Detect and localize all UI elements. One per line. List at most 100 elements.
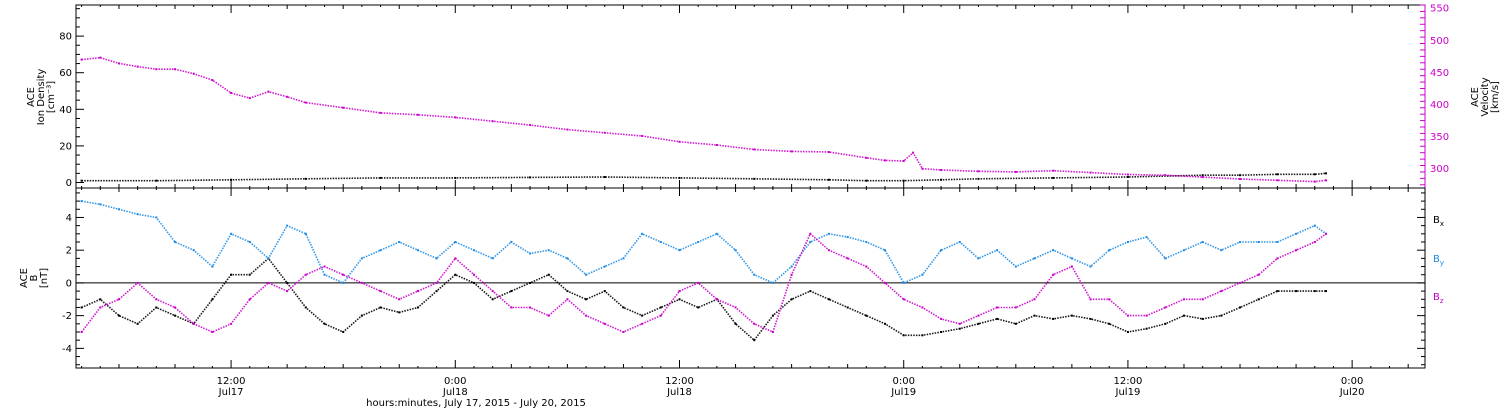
b-field-point xyxy=(827,298,830,301)
b-field-point xyxy=(248,241,251,243)
b-field-point xyxy=(603,322,606,325)
b-field-point xyxy=(342,331,345,333)
velocity-point xyxy=(1014,170,1017,173)
density-point xyxy=(155,179,158,182)
b-field-point xyxy=(715,298,718,301)
b-field-point xyxy=(678,298,681,301)
velocity-tick-label: 550 xyxy=(1430,4,1449,15)
b-field-point xyxy=(398,241,401,243)
density-tick-label: 80 xyxy=(59,32,72,43)
b-field-point xyxy=(753,322,756,325)
b-field-point xyxy=(1145,327,1148,330)
b-field-point xyxy=(1276,241,1279,243)
density-point xyxy=(454,176,457,179)
b-field-point xyxy=(566,298,569,301)
b-tick-label: -4 xyxy=(62,344,72,355)
density-point xyxy=(80,179,83,182)
velocity-point xyxy=(416,113,419,116)
b-field-point xyxy=(454,241,457,243)
density-point xyxy=(230,178,233,181)
b-field-point xyxy=(1239,306,1242,309)
b-field-point xyxy=(1201,298,1204,301)
velocity-point xyxy=(1324,179,1327,182)
b-field-point xyxy=(771,281,774,284)
b-field-point xyxy=(977,257,980,260)
b-field-point xyxy=(1220,314,1223,317)
b-field-point xyxy=(622,331,625,333)
density-point xyxy=(1276,173,1279,176)
b-field-point xyxy=(1070,265,1073,268)
b-field-point xyxy=(230,273,233,276)
b-field-point xyxy=(996,317,999,320)
b-field-point xyxy=(286,224,289,227)
legend-bx: Bx xyxy=(1433,215,1444,228)
b-field-point xyxy=(827,249,830,252)
b-field-point xyxy=(230,322,233,325)
b-field-point xyxy=(1126,331,1129,333)
b-field-point xyxy=(547,314,550,317)
b-field-point xyxy=(1033,257,1036,260)
density-axis-label-line1: ACE xyxy=(26,87,37,107)
b-field-point xyxy=(1239,281,1242,284)
b-field-point xyxy=(1295,232,1298,235)
b-field-point xyxy=(286,290,289,293)
b-field-point xyxy=(585,298,588,301)
b-field-point xyxy=(1324,232,1327,235)
b-field-point xyxy=(921,306,924,309)
velocity-tick-label: 450 xyxy=(1430,68,1449,79)
b-field-point xyxy=(1257,298,1260,301)
density-tick-label: 40 xyxy=(59,105,72,116)
b-field-point xyxy=(491,257,494,260)
b-series xyxy=(80,200,1327,342)
b-field-point xyxy=(827,232,830,235)
density-point xyxy=(603,176,606,179)
b-field-point xyxy=(1324,290,1327,293)
b-field-point xyxy=(1014,306,1017,309)
b-field-point xyxy=(921,273,924,276)
density-tick-label: 20 xyxy=(59,141,72,152)
velocity-point xyxy=(174,68,177,71)
b-field-point xyxy=(1276,257,1279,260)
density-point xyxy=(1201,174,1204,177)
b-field-point xyxy=(192,322,195,325)
b-field-point xyxy=(1052,249,1055,252)
b-field-point xyxy=(80,306,83,309)
b-field-point xyxy=(192,249,195,252)
b-field-point xyxy=(1108,249,1111,252)
b-field-point xyxy=(304,273,307,276)
b-field-point xyxy=(566,257,569,260)
b-field-point xyxy=(342,281,345,284)
legend-bx-subscript: x xyxy=(1440,220,1444,228)
b-field-point xyxy=(1052,273,1055,276)
b-field-point xyxy=(529,281,532,284)
velocity-tick-label: 400 xyxy=(1430,100,1449,111)
b-field-point xyxy=(323,265,326,268)
velocity-point xyxy=(99,56,102,59)
b-field-point xyxy=(529,306,532,309)
density-point xyxy=(1239,174,1242,177)
plasma-series xyxy=(80,56,1327,183)
time-tick-label: 12:00 xyxy=(665,376,694,387)
b-field-point xyxy=(790,273,793,276)
b-field-point xyxy=(902,334,905,337)
b-field-point xyxy=(155,306,158,309)
density-tick-label: 60 xyxy=(59,68,72,79)
legend-by-subscript: y xyxy=(1440,259,1444,267)
velocity-axis-label-line2: Velocity xyxy=(1480,77,1491,116)
date-tick-label: Jul18 xyxy=(442,387,468,398)
b-field-point xyxy=(659,314,662,317)
velocity-point xyxy=(1052,169,1055,172)
b-field-point xyxy=(416,249,419,252)
b-field-point xyxy=(884,322,887,325)
b-field-point xyxy=(1201,317,1204,320)
b-field-point xyxy=(211,298,214,301)
b-field-point xyxy=(641,322,644,325)
velocity-point xyxy=(454,116,457,119)
b-field-point xyxy=(510,290,513,293)
b-field-point xyxy=(136,322,139,325)
velocity-series-line xyxy=(81,56,1327,183)
b-field-point xyxy=(958,327,961,330)
b-field-point xyxy=(790,265,793,268)
b-axis-label-line2: B xyxy=(29,274,40,281)
